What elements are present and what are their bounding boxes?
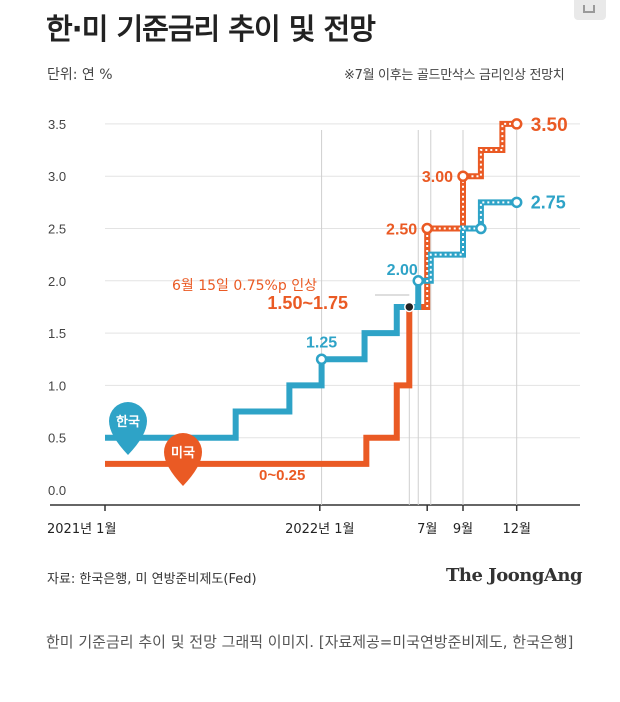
- guide-lines: [321, 130, 518, 505]
- data-label-usa: 2.50: [386, 222, 417, 239]
- pin-shape: [109, 402, 147, 455]
- forecast-note: ※7월 이후는 골드만삭스 금리인상 전망치: [344, 68, 565, 83]
- y-axis-ticks: 0.0 0.5 1.0 1.5 2.0 2.5 3.0 3.5: [48, 117, 66, 498]
- image-caption: 한미 기준금리 추이 및 전망 그래픽 이미지. [자료제공=미국연방준비제도,…: [46, 633, 574, 651]
- source-text: 자료: 한국은행, 미 연방준비제도(Fed): [47, 572, 257, 587]
- data-label-korea: 2.00: [387, 262, 418, 279]
- y-tick-label: 3.0: [48, 169, 66, 184]
- rate-chart: 0.0 0.5 1.0 1.5 2.0 2.5 3.0 3.5 2021년 1월 2022년 1…: [47, 115, 580, 537]
- series-line-korea: [105, 199, 517, 441]
- brand-logo: The JoongAng: [446, 565, 583, 586]
- y-tick-label: 2.0: [48, 274, 66, 289]
- marker-korea: [315, 353, 328, 365]
- marker-usa: [510, 118, 523, 130]
- expand-button[interactable]: [574, 0, 606, 20]
- marker-korea: [475, 222, 487, 235]
- x-tick-label: 9월: [453, 522, 473, 537]
- grid-layer: [105, 123, 580, 439]
- value-markers: [315, 118, 523, 365]
- marker-usa-current: [404, 301, 415, 313]
- y-tick-label: 3.5: [48, 117, 66, 132]
- data-label-korea: 1.25: [306, 334, 337, 351]
- expand-icon: [583, 5, 595, 13]
- marker-korea: [510, 196, 523, 209]
- data-label-korea: 2.75: [531, 192, 566, 212]
- y-tick-label: 1.0: [48, 378, 66, 393]
- data-label-usa: 0~0.25: [259, 467, 305, 484]
- data-label-usa: 3.50: [531, 115, 568, 136]
- pin-shape: [164, 433, 202, 486]
- forecast-dots-usa: [426, 122, 517, 307]
- forecast-dots-korea: [429, 201, 517, 281]
- data-label-usa: 1.50~1.75: [267, 293, 348, 313]
- y-tick-label: 0.0: [48, 483, 66, 498]
- marker-usa: [421, 222, 433, 235]
- y-tick-label: 1.5: [48, 326, 66, 341]
- x-tick-label: 7월: [417, 522, 437, 537]
- legend-pin-korea: 한국: [109, 402, 147, 455]
- x-tick-label: 12월: [502, 522, 531, 537]
- x-axis-ticks: 2021년 1월 2022년 1월 7월 9월 12월: [47, 505, 531, 537]
- marker-korea: [412, 275, 424, 287]
- legend-pin-usa: 미국: [164, 433, 202, 486]
- pin-label: 미국: [171, 445, 195, 461]
- page-title: 한·미 기준금리 추이 및 전망: [46, 12, 376, 46]
- x-tick-label: 2022년 1월: [285, 522, 354, 537]
- y-tick-label: 0.5: [48, 431, 66, 446]
- data-label-usa: 3.00: [422, 169, 453, 186]
- x-tick-label: 2021년 1월: [47, 522, 116, 537]
- chart-card: [22, 0, 598, 612]
- pin-label: 한국: [116, 414, 140, 430]
- unit-label: 단위: 연 %: [47, 67, 113, 83]
- annotation-text: 6월 15일 0.75%p 인상: [172, 278, 317, 294]
- y-tick-label: 2.5: [48, 222, 66, 237]
- data-labels: 1.25 2.00 2.75 0~0.25 1.50~1.75 2.50 3.00 3.50 6…: [172, 115, 568, 484]
- marker-usa: [457, 170, 469, 182]
